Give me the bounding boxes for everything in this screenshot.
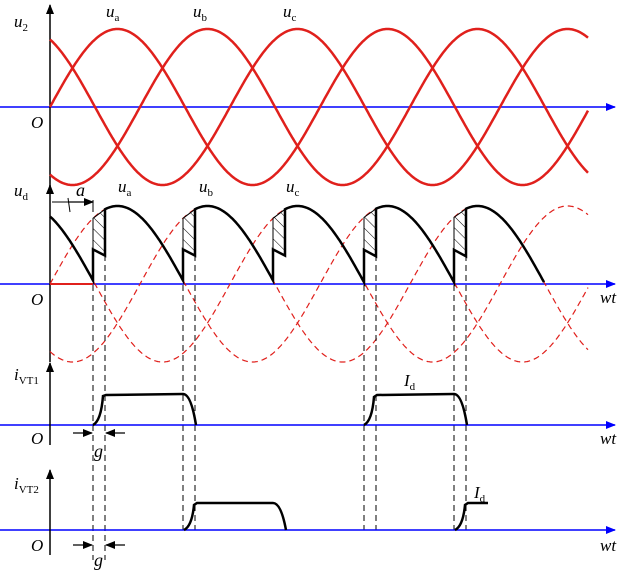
- ivt1-panel: iVT1 O wt Id g: [0, 362, 617, 461]
- phase-a-curve: [48, 27, 590, 187]
- ivt2-axis-label: iVT2: [14, 474, 39, 496]
- output-voltage-panel: ud O wt a ua ub uc: [0, 177, 617, 363]
- wt-label-3: wt: [600, 429, 617, 448]
- ivt1-id-label: Id: [403, 371, 416, 393]
- ivt2-panel: iVT2 O wt Id g: [0, 469, 617, 570]
- gamma-label-2: g: [94, 550, 103, 570]
- ud-output-curve: [49, 204, 546, 288]
- guide-lines: [92, 245, 467, 560]
- u2-axis-label: u2: [14, 12, 28, 34]
- origin-label-1: O: [31, 113, 43, 132]
- phase-c-curve: [49, 27, 589, 187]
- ud-phase-c-label: uc: [286, 177, 300, 199]
- ivt2-id-label: Id: [473, 483, 486, 505]
- phase-b-curve: [49, 27, 589, 187]
- overlap-hatch: [363, 207, 377, 258]
- overlap-hatch: [453, 207, 467, 258]
- ivt1-axis-label: iVT1: [14, 365, 39, 387]
- phase-voltage-panel: u2 O ua ub uc: [0, 2, 616, 190]
- overlap-hatch: [272, 208, 286, 257]
- origin-label-3: O: [31, 429, 43, 448]
- wt-label-2: wt: [600, 288, 617, 307]
- origin-label-2: O: [31, 290, 43, 309]
- phase-a-label: ua: [106, 2, 120, 24]
- phase-c-dashed: [49, 205, 589, 363]
- origin-label-4: O: [31, 536, 43, 555]
- ud-phase-b-label: ub: [199, 177, 214, 199]
- phase-c-label: uc: [283, 2, 297, 24]
- ivt2-pulse-1: [183, 501, 288, 532]
- wt-label-4: wt: [600, 536, 617, 555]
- ud-phase-a-label: ua: [118, 177, 132, 199]
- alpha-label: a: [76, 180, 85, 200]
- ivt1-pulse-2: [363, 392, 469, 427]
- phase-b-label: ub: [193, 2, 208, 24]
- ivt1-pulse-1: [92, 392, 198, 427]
- ivt2-pulse-2: [454, 501, 488, 532]
- gamma-label-1: g: [94, 441, 103, 461]
- ud-axis-label: ud: [14, 181, 29, 203]
- alpha-dim-guide-a: [67, 197, 71, 213]
